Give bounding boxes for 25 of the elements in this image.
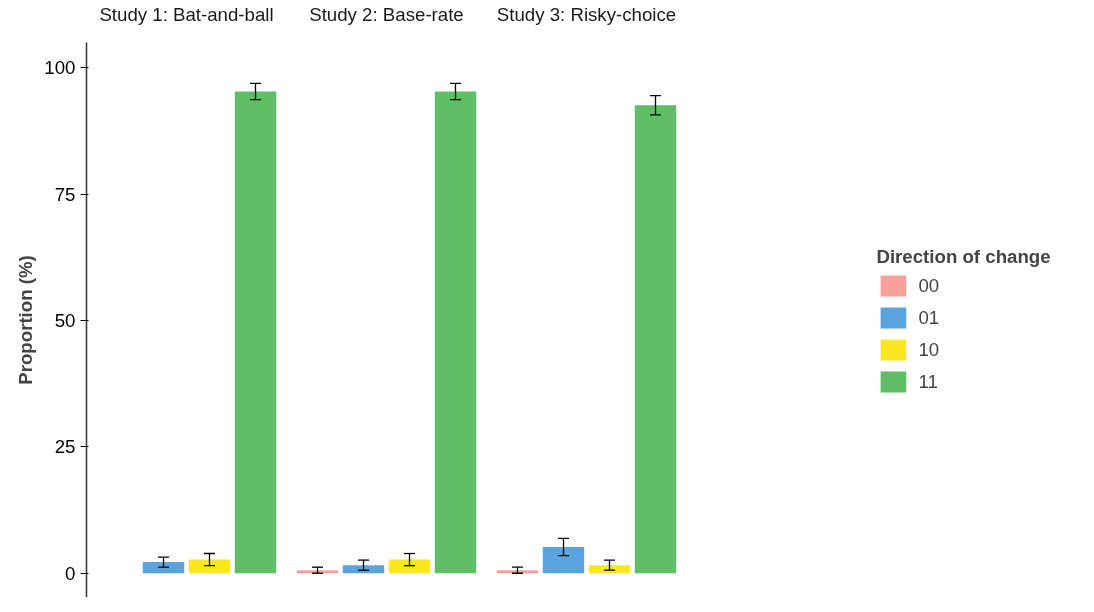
bar	[388, 559, 431, 574]
y-axis-title: Proportion (%)	[15, 255, 37, 385]
y-tick-label: 25	[54, 436, 76, 458]
bar	[342, 565, 385, 574]
legend-label: 11	[918, 370, 939, 392]
bar	[542, 546, 585, 574]
bar	[188, 559, 231, 574]
legend-title: Direction of change	[876, 245, 1051, 267]
x-tick-label: Study 2: Base-rate	[309, 3, 464, 25]
bar	[634, 105, 677, 574]
y-tick-label: 50	[54, 310, 76, 332]
legend-label: 01	[918, 306, 940, 328]
legend-label: 10	[918, 338, 940, 360]
bar	[142, 562, 185, 574]
bar	[588, 565, 631, 574]
legend-label: 00	[918, 274, 940, 296]
y-tick-label: 75	[54, 183, 76, 205]
bar	[234, 91, 277, 574]
y-tick-label: 0	[65, 562, 76, 584]
y-tick-label: 100	[44, 57, 76, 79]
x-tick-label: Study 3: Risky-choice	[496, 3, 677, 25]
bar	[296, 570, 339, 574]
x-tick-label: Study 1: Bat-and-ball	[99, 3, 274, 25]
bar	[434, 91, 477, 574]
bar	[496, 570, 539, 574]
